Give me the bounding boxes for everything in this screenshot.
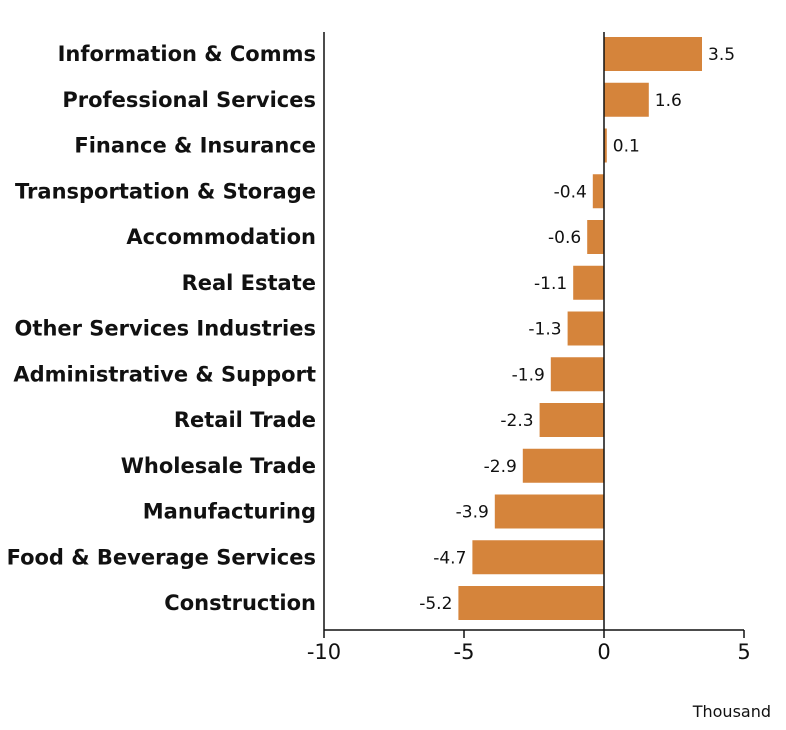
bars xyxy=(458,37,702,620)
category-label: Accommodation xyxy=(126,225,316,249)
category-label: Other Services Industries xyxy=(15,317,316,341)
category-label: Wholesale Trade xyxy=(121,454,316,478)
category-label: Finance & Insurance xyxy=(74,134,316,158)
data-label: -1.1 xyxy=(534,274,567,294)
bar xyxy=(604,128,607,163)
data-label: 0.1 xyxy=(613,137,640,157)
category-label: Administrative & Support xyxy=(13,362,316,386)
data-label: -0.6 xyxy=(548,228,581,248)
category-label: Transportation & Storage xyxy=(15,179,316,203)
bar xyxy=(494,494,604,529)
bar xyxy=(458,586,604,620)
data-label: -1.3 xyxy=(528,320,561,340)
category-label: Real Estate xyxy=(182,271,316,295)
bar xyxy=(522,448,604,483)
data-label: -2.3 xyxy=(500,411,533,431)
bar xyxy=(567,311,604,346)
bar xyxy=(604,82,649,117)
x-tick-label: 5 xyxy=(737,640,750,664)
x-tick-label: -5 xyxy=(454,640,475,664)
bar xyxy=(592,174,604,209)
category-label: Information & Comms xyxy=(58,42,316,66)
x-tick-label: -10 xyxy=(307,640,341,664)
x-axis-ticks: -10 -5 0 5 xyxy=(307,630,751,664)
data-label: 1.6 xyxy=(655,91,682,111)
bar xyxy=(472,540,604,575)
data-label: -1.9 xyxy=(512,365,545,385)
bar xyxy=(550,357,604,392)
category-label: Construction xyxy=(164,591,316,615)
data-label: -5.2 xyxy=(419,594,452,614)
bar xyxy=(539,403,604,437)
category-label: Manufacturing xyxy=(143,500,316,524)
x-tick-label: 0 xyxy=(597,640,610,664)
data-label: -2.9 xyxy=(484,457,517,477)
category-label: Food & Beverage Services xyxy=(7,545,316,569)
bar xyxy=(573,265,604,300)
data-label: 3.5 xyxy=(708,45,735,65)
unit-label: Thousand xyxy=(692,702,771,721)
bar xyxy=(604,37,702,71)
data-label: -3.9 xyxy=(456,503,489,523)
category-label: Professional Services xyxy=(62,88,316,112)
category-labels: Information & Comms Professional Services… xyxy=(7,42,316,615)
value-labels: 3.5 1.6 0.1 -0.4 -0.6 -1.1 -1.3 -1.9 -2.3 -2.9 -3.… xyxy=(419,45,735,614)
category-label: Retail Trade xyxy=(174,408,316,432)
bar xyxy=(587,220,604,254)
data-label: -0.4 xyxy=(554,182,587,202)
data-label: -4.7 xyxy=(433,548,466,568)
